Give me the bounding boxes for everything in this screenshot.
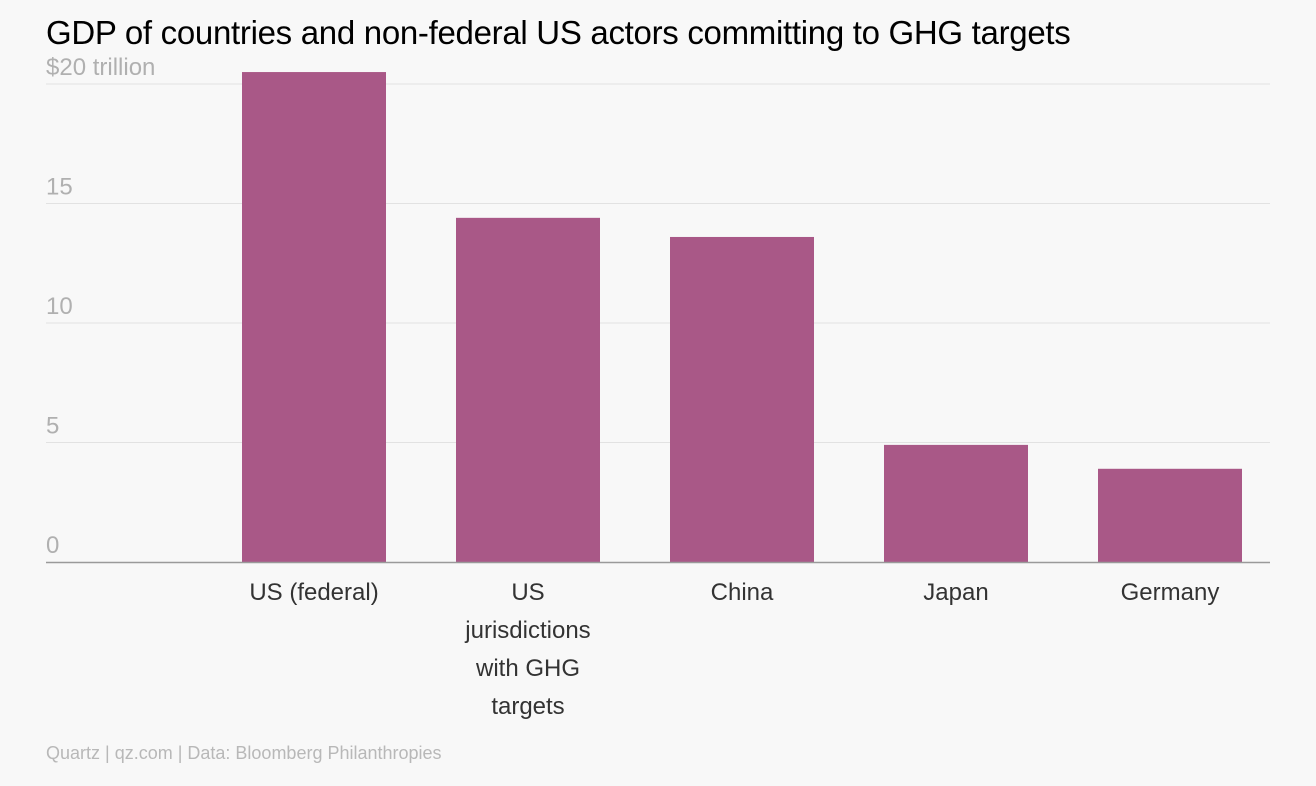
y-tick-label: 0 [46, 532, 59, 559]
y-tick-label: 15 [46, 174, 73, 201]
x-tick-label: US (federal) [249, 579, 378, 606]
y-tick-label: 10 [46, 293, 73, 320]
x-tick-label-line: Germany [1121, 579, 1220, 606]
bar [456, 217, 600, 562]
x-tick-label-line: targets [491, 693, 564, 720]
x-tick-label-line: Japan [923, 579, 988, 606]
y-tick-labels: 0 5 10 15 $20 trillion [46, 54, 155, 559]
bars [242, 72, 1242, 563]
x-tick-label: Germany [1121, 579, 1220, 606]
x-tick-label-line: jurisdictions [464, 617, 590, 644]
gridlines [46, 83, 1270, 443]
bar [670, 236, 814, 562]
x-tick-label-line: with GHG [475, 655, 580, 682]
x-tick-label: China [711, 579, 774, 606]
source-footer: Quartz | qz.com | Data: Bloomberg Philan… [46, 743, 442, 763]
x-tick-label: US jurisdictions with GHG targets [464, 579, 590, 720]
x-tick-labels: US (federal) US jurisdictions with GHG targe… [249, 579, 1219, 720]
y-tick-label: 5 [46, 413, 59, 440]
y-tick-label: $20 trillion [46, 54, 155, 81]
chart-title: GDP of countries and non-federal US acto… [46, 14, 1071, 51]
x-tick-label-line: US [511, 579, 544, 606]
x-tick-label-line: China [711, 579, 774, 606]
x-tick-label-line: US (federal) [249, 579, 378, 606]
bar [884, 444, 1028, 562]
bar [242, 72, 386, 563]
bar [1098, 468, 1242, 562]
x-tick-label: Japan [923, 579, 988, 606]
